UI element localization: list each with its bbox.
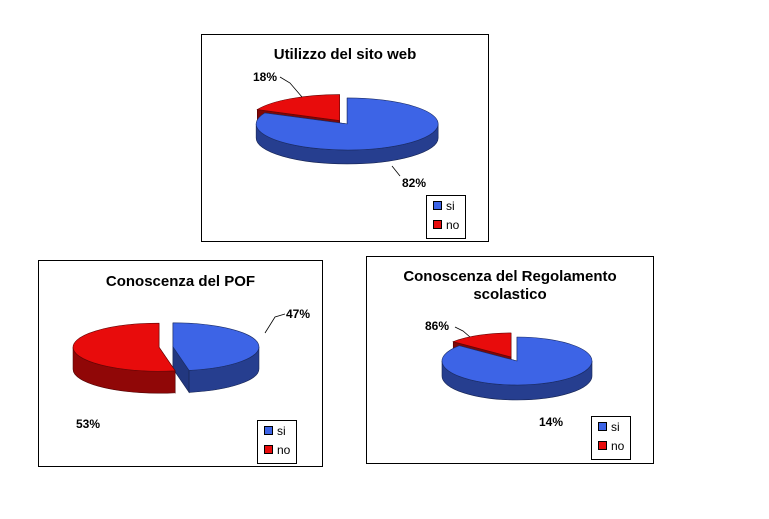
leader-line-si [391,165,401,177]
legend-item-si: si [592,417,630,436]
leader-line-si [264,313,286,334]
pie-slice-si [255,97,439,165]
data-label-no: 18% [253,70,277,84]
chart-panel-regolamento: Conoscenza del Regolamento scolastico 86… [366,256,654,464]
data-label-si: 82% [402,176,426,190]
pie-slice-si [441,336,593,401]
legend-swatch-si [264,426,273,435]
pie-slice-no [72,322,176,394]
legend-item-no: no [427,215,465,234]
pie-chart-regolamento: 86% 14% [425,319,593,429]
data-label-si: 86% [425,319,449,333]
chart-title: Conoscenza del POF [105,273,256,290]
chart-legend: si no [257,420,297,464]
chart-title: Conoscenza del Regolamento scolastico [367,268,653,304]
legend-swatch-si [433,201,442,210]
chart-title-line-2: scolastico [473,286,547,303]
legend-label-si: si [611,419,620,434]
pie-chart-sito-web: 82% 18% [253,70,439,190]
legend-swatch-no [598,441,607,450]
legend-item-no: no [592,436,630,455]
legend-swatch-no [433,220,442,229]
legend-item-no: no [258,440,296,459]
legend-item-si: si [427,196,465,215]
chart-legend: si no [426,195,466,239]
legend-item-si: si [258,421,296,440]
chart-title: Utilizzo del sito web [273,46,417,63]
chart-title-line-1: Conoscenza del Regolamento [403,268,617,285]
leader-line-no [279,76,303,98]
leader-line-si [454,326,471,338]
legend-label-no: no [277,442,291,457]
data-label-no: 53% [76,417,100,431]
legend-swatch-si [598,422,607,431]
chart-panel-pof: Conoscenza del POF 47% 53% si no [38,260,323,467]
pie-slice-si [172,322,260,394]
data-label-si: 47% [286,307,310,321]
legend-swatch-no [264,445,273,454]
chart-legend: si no [591,416,631,460]
legend-label-si: si [277,423,286,438]
data-label-no: 14% [539,415,563,429]
chart-panel-sito-web: Utilizzo del sito web 82% 18% si no [201,34,489,242]
legend-label-si: si [446,198,455,213]
legend-label-no: no [611,438,625,453]
pie-chart-pof: 47% 53% [72,307,310,431]
legend-label-no: no [446,217,460,232]
